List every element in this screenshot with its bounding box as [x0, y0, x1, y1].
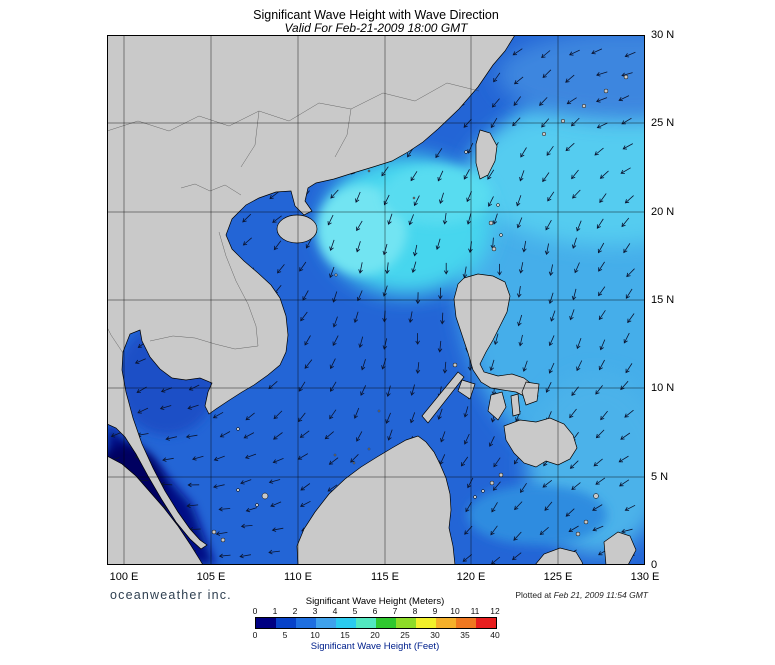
legend-tick-feet: 10 [310, 630, 320, 640]
legend-tick-meters: 11 [470, 606, 480, 616]
legend-tick-feet: 15 [340, 630, 350, 640]
x-axis-label: 130 E [630, 571, 660, 583]
island-palawan [421, 371, 465, 424]
legend-title-feet: Significant Wave Height (Feet) [310, 641, 440, 652]
landmass-asia-mainland [107, 35, 516, 550]
grid-lines [107, 35, 645, 565]
island-luzon [453, 273, 539, 399]
x-axis-label: 105 E [196, 571, 226, 583]
legend-color-segment [476, 618, 496, 628]
wave-map-svg [107, 35, 645, 565]
y-axis-label: 20 N [651, 206, 675, 218]
y-axis-label: 5 N [651, 471, 669, 483]
legend-tick-feet: 20 [370, 630, 380, 640]
legend-tick-meters: 10 [450, 606, 460, 616]
legend-tick-meters: 2 [292, 606, 298, 616]
island-sumatra [107, 455, 204, 565]
island-hainan [276, 214, 318, 244]
x-axis-label: 110 E [284, 571, 312, 583]
plotted-timestamp: Plotted at Feb 21, 2009 11:54 GMT [500, 590, 648, 600]
map-area [107, 35, 645, 565]
legend-color-segment [416, 618, 436, 628]
x-axis-label: 120 E [456, 571, 486, 583]
island-taiwan [475, 129, 498, 180]
legend-tick-meters: 3 [312, 606, 318, 616]
legend-color-segment [336, 618, 356, 628]
brand-text: oceanweather inc. [110, 588, 232, 602]
island-halmahera [603, 531, 637, 565]
legend-color-segment [356, 618, 376, 628]
small-islands [211, 74, 629, 543]
chart-subtitle: Valid For Feb-21-2009 18:00 GMT [284, 21, 468, 35]
legend-tick-meters: 9 [432, 606, 438, 616]
legend-color-bar [255, 617, 497, 629]
legend-tick-meters: 4 [332, 606, 338, 616]
country-borders [107, 82, 480, 354]
legend-tick-feet: 0 [252, 630, 258, 640]
y-axis-label: 10 N [651, 382, 675, 394]
y-axis-label: 25 N [651, 117, 675, 129]
island-visayas-1 [487, 391, 507, 421]
legend-tick-feet: 30 [430, 630, 440, 640]
legend-tick-meters: 1 [272, 606, 278, 616]
legend-title-meters: Significant Wave Height (Meters) [305, 596, 445, 607]
legend-tick-meters: 6 [372, 606, 378, 616]
map-border [107, 35, 645, 565]
x-axis-label: 115 E [371, 571, 399, 583]
legend-tick-feet: 40 [490, 630, 500, 640]
y-axis-label: 15 N [651, 294, 675, 306]
legend-color-segment [276, 618, 296, 628]
legend-tick-meters: 8 [412, 606, 418, 616]
legend-tick-meters: 7 [392, 606, 398, 616]
legend-color-segment [316, 618, 336, 628]
landmasses [107, 35, 637, 565]
island-mindanao [503, 417, 578, 468]
legend-color-segment [256, 618, 276, 628]
plotted-label: Plotted at [515, 590, 554, 600]
legend-color-segment [296, 618, 316, 628]
chart-title: Significant Wave Height with Wave Direct… [253, 8, 499, 22]
legend-color-segment [376, 618, 396, 628]
legend-tick-meters: 5 [352, 606, 358, 616]
legend-tick-meters: 0 [252, 606, 258, 616]
legend-tick-feet: 5 [282, 630, 288, 640]
island-visayas-2 [510, 393, 521, 417]
island-sulawesi-arm [534, 547, 584, 565]
legend-color-segment [396, 618, 416, 628]
island-borneo [296, 435, 456, 565]
y-axis-label: 0 [651, 559, 658, 571]
legend-tick-meters: 12 [490, 606, 500, 616]
legend-color-segment [456, 618, 476, 628]
plotted-value: Feb 21, 2009 11:54 GMT [553, 590, 648, 600]
y-axis-label: 30 N [651, 29, 675, 41]
x-axis-label: 125 E [543, 571, 573, 583]
legend-tick-feet: 35 [460, 630, 470, 640]
legend-tick-feet: 25 [400, 630, 410, 640]
x-axis-label: 100 E [109, 571, 139, 583]
legend-color-segment [436, 618, 456, 628]
